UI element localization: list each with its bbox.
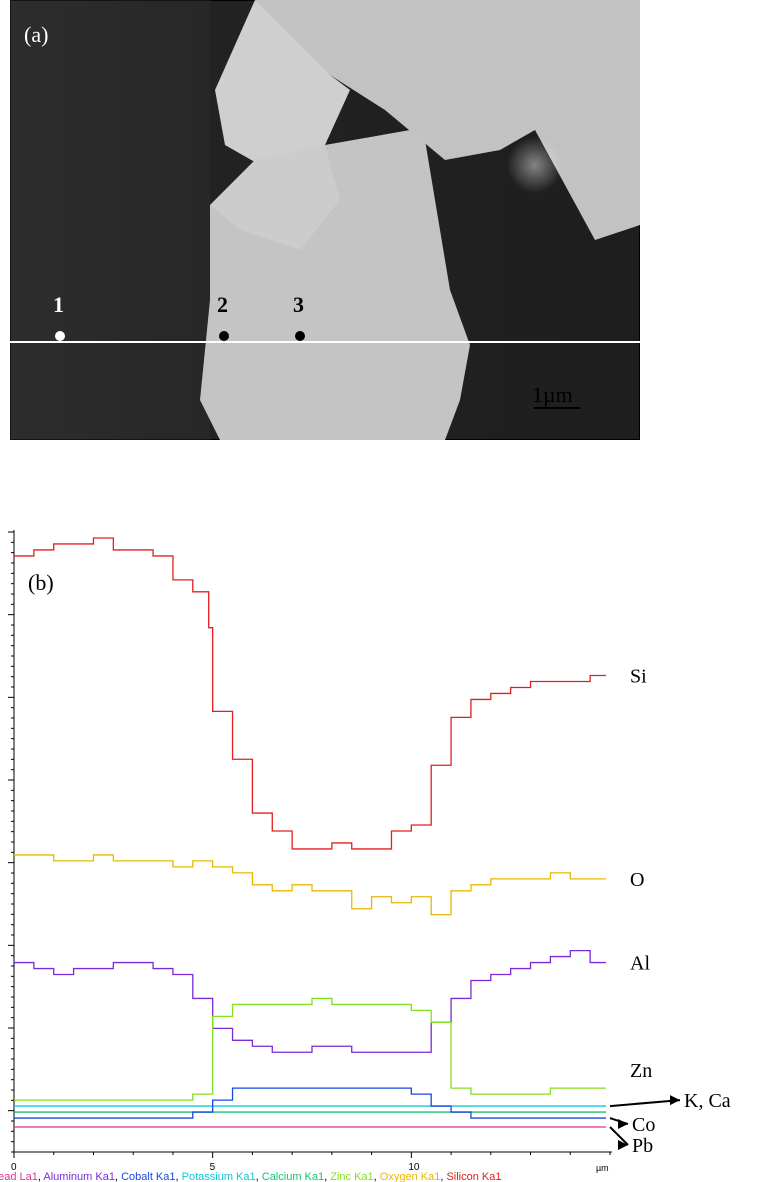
x-unit-label: µm: [596, 1163, 609, 1173]
element-label-o: O: [630, 869, 644, 891]
legend-entry: Lead La1: [0, 1171, 38, 1182]
legend-entry: Calcium Ka1: [262, 1171, 324, 1182]
legend-entry: Cobalt Ka1: [121, 1171, 175, 1182]
element-label-k-ca: K, Ca: [684, 1090, 731, 1112]
arrow-head: [618, 1119, 628, 1130]
series-lines: [14, 537, 607, 1128]
legend: Lead La1, Aluminum Ka1, Cobalt Ka1, Pota…: [0, 1171, 502, 1182]
series-line-cobalt-ka1: [14, 1087, 607, 1119]
element-label-si: Si: [630, 666, 647, 688]
x-tick-label: 0: [11, 1162, 17, 1173]
element-label-pb: Pb: [632, 1135, 653, 1157]
sem-micrograph: 1 2 3 (a) 1µm: [10, 0, 640, 440]
label-arrow: [609, 1099, 681, 1108]
crystal-upper-left: [215, 0, 350, 165]
legend-entry: Oxygen Ka1: [380, 1171, 441, 1182]
x-tick-label: 10: [408, 1162, 420, 1173]
series-line-oxygen-ka1: [14, 854, 607, 916]
scan-point-3: [295, 331, 305, 341]
legend-entry: Silicon Ka1: [446, 1171, 501, 1182]
panel-b-label: (b): [28, 570, 54, 595]
panel-a-label: (a): [24, 22, 48, 47]
arrow-head: [618, 1140, 628, 1151]
element-label-co: Co: [632, 1114, 655, 1136]
label-arrow: [609, 1126, 629, 1146]
series-line-zinc-ka1: [14, 997, 607, 1101]
arrow-head: [670, 1095, 680, 1106]
scan-point-2: [219, 331, 229, 341]
scale-bar-label: 1µm: [532, 382, 573, 407]
element-label-zn: Zn: [630, 1060, 652, 1082]
scan-point-1-label: 1: [53, 292, 64, 317]
x-tick-label: 5: [210, 1162, 216, 1173]
legend-entry: Potassium Ka1: [182, 1171, 256, 1182]
charging-glow: [507, 137, 563, 193]
y-axis-ticks: [8, 531, 14, 1153]
series-line-silicon-ka1: [14, 537, 607, 850]
scan-point-2-label: 2: [217, 292, 228, 317]
series-line-aluminum-ka1: [14, 949, 607, 1053]
crystal-upper-right: [255, 0, 640, 240]
legend-entry: Aluminum Ka1: [43, 1171, 115, 1182]
scan-point-1: [55, 331, 65, 341]
x-axis-ticks: 0 5 10: [11, 1152, 611, 1173]
legend-entry: Zinc Ka1: [330, 1171, 373, 1182]
scan-point-3-label: 3: [293, 292, 304, 317]
element-label-al: Al: [630, 953, 650, 975]
